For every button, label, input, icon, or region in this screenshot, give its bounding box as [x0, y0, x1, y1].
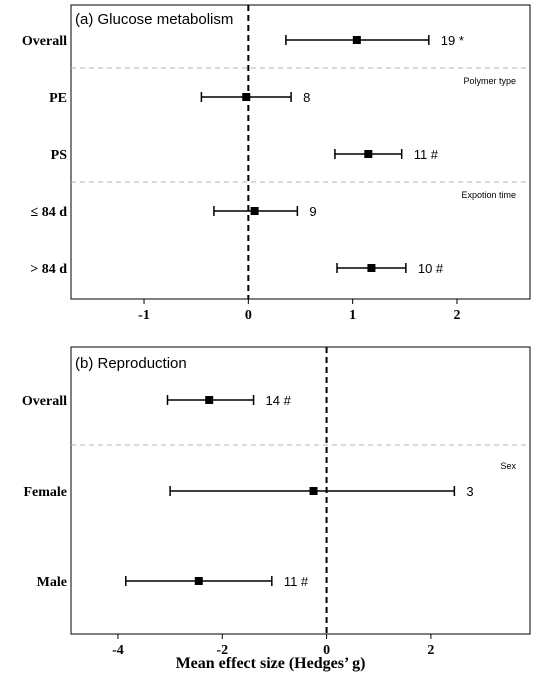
x-tick-label: -4 [112, 643, 124, 658]
sample-size-label: 10 # [418, 261, 444, 276]
panel-title: (b) Reproduction [75, 355, 187, 372]
effect-estimate-marker [364, 150, 373, 158]
effect-estimate-marker [367, 264, 376, 272]
sample-size-label: 19 * [441, 33, 464, 48]
panel-title: (a) Glucose metabolism [75, 11, 233, 28]
sample-size-label: 8 [303, 90, 310, 105]
row-label: PE [49, 91, 67, 106]
sample-size-label: 3 [466, 484, 473, 499]
plot-frame [70, 4, 531, 300]
effect-estimate-marker [194, 577, 203, 585]
row-label: Male [37, 575, 67, 590]
row-label: > 84 d [30, 262, 67, 277]
row-label: Overall [22, 394, 67, 409]
effect-estimate-marker [352, 36, 361, 44]
group-label: Polymer type [463, 76, 516, 86]
x-tick-label: 2 [453, 308, 460, 323]
x-tick-label: -1 [138, 308, 150, 323]
x-tick-label: 2 [427, 643, 434, 658]
x-tick-label: 1 [349, 308, 356, 323]
x-tick-label: 0 [323, 643, 330, 658]
row-label: ≤ 84 d [31, 205, 68, 220]
x-axis-label: Mean effect size (Hedges’ g) [176, 655, 366, 672]
effect-estimate-marker [205, 396, 214, 404]
sample-size-label: 9 [309, 204, 316, 219]
panel-glucose-metabolism: (a) Glucose metabolism Polymer type Expoti… [22, 4, 531, 323]
row-label: PS [51, 148, 68, 163]
x-tick-label: 0 [245, 308, 252, 323]
effect-estimate-marker [242, 93, 251, 101]
sample-size-label: 14 # [266, 393, 292, 408]
row-label: Female [23, 485, 67, 500]
effect-estimate-marker [250, 207, 259, 215]
x-tick-label: -2 [216, 643, 228, 658]
effect-estimate-marker [309, 487, 318, 495]
sample-size-label: 11 # [284, 574, 309, 589]
group-label: Expotion time [461, 190, 516, 200]
panel-reproduction: (b) Reproduction Sex -4 -2 0 2 Overall 14 # Fema… [22, 346, 531, 672]
plot-frame [70, 346, 531, 635]
row-label: Overall [22, 34, 67, 49]
sample-size-label: 11 # [414, 147, 439, 162]
group-label: Sex [500, 461, 516, 471]
